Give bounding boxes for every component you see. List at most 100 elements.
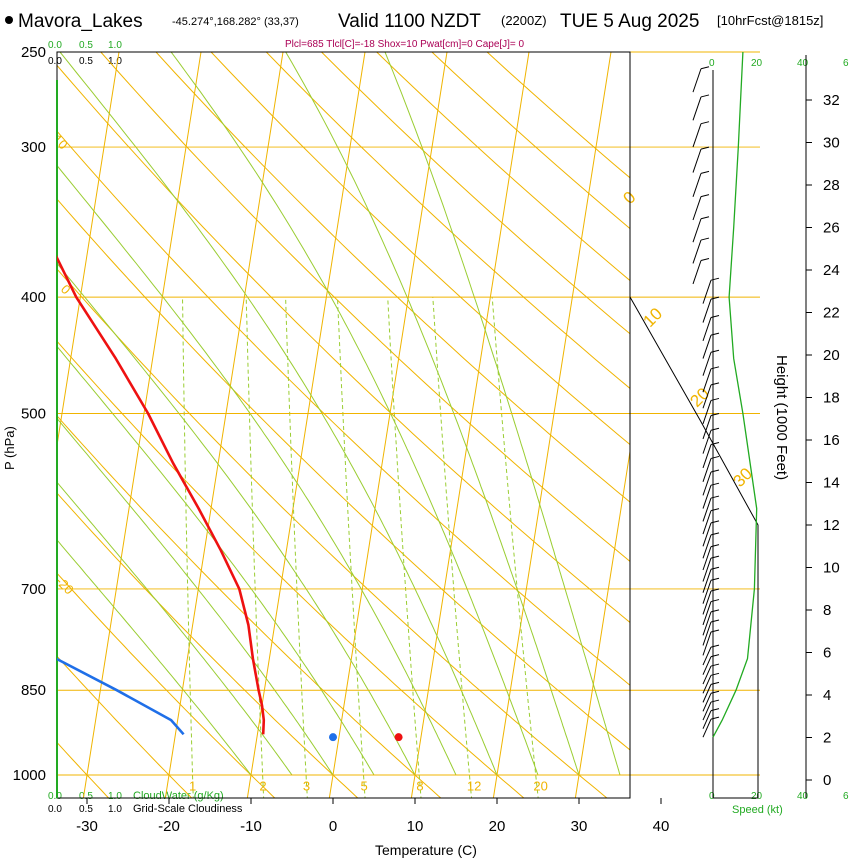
isotherm-20 [492, 52, 612, 798]
wind-barb [702, 566, 720, 593]
mixing-ratio-label-20: 20 [533, 778, 547, 793]
isotherm--30 [82, 52, 202, 798]
chart-ticks: -30 -20 -10 0 10 20 30 402503004005007008501000… [13, 44, 840, 835]
wind-barb-staff [702, 665, 712, 685]
wind-barb [702, 382, 720, 409]
wind-barb-flag [710, 520, 720, 524]
dry-adiabat-100 [265, 52, 630, 390]
y-tick-label-850: 850 [21, 682, 46, 699]
wind-barb-staff [702, 656, 712, 675]
sounding-params: Plcl=685 Tlcl[C]=-18 Shox=10 Pwat[cm]=0 … [285, 39, 525, 50]
moist-adiabat-5 [57, 345, 375, 776]
wind-barb-flag [710, 296, 720, 300]
wind-barb-staff [702, 590, 712, 615]
surface-dewpoint-marker [329, 733, 337, 742]
mixing-ratio-label-1: 1 [189, 778, 196, 793]
wind-barb-staff [702, 701, 712, 721]
series-temperature [57, 254, 266, 735]
surface-temperature-marker [394, 733, 403, 742]
y-tick-label-700: 700 [21, 581, 46, 598]
x-tick-label--10: -10 [240, 818, 262, 835]
wind-barb-flag [700, 237, 710, 241]
wind-barb-staff [702, 400, 712, 424]
wind-barb-flag [700, 66, 710, 70]
wind-barb [702, 716, 720, 738]
wind-barb-staff [702, 557, 712, 582]
speed-tick-bot-6: 6 [843, 791, 849, 802]
isotherm--10 [246, 52, 366, 798]
wind-barb [692, 94, 710, 121]
top-cloudiness-0: 0.0 [48, 56, 62, 67]
isotherm-label--10: -10 [28, 422, 52, 446]
wind-barb [702, 629, 720, 656]
wind-barb-flag [700, 146, 710, 150]
moist-adiabat--10 [57, 539, 252, 776]
moist-adiabat-20 [59, 52, 498, 776]
speed-tick-bot-0: 0 [709, 791, 715, 802]
isotherm-40 [657, 52, 775, 800]
x-axis-title: Temperature (C) [375, 842, 477, 858]
wind-barb [702, 654, 720, 675]
mixing-ratio-label-2: 2 [259, 778, 266, 793]
wind-barb-staff [702, 352, 712, 376]
wind-barb-flag [710, 663, 720, 667]
x-tick-label--30: -30 [76, 818, 98, 835]
bottom-cloudwater-1: 1.0 [108, 791, 122, 802]
dry-adiabat-60 [57, 64, 630, 624]
wind-barb-flag [710, 644, 720, 648]
mixing-ratio-8 [387, 297, 422, 798]
dry-adiabat-0 [57, 492, 359, 798]
x-tick-label--20: -20 [158, 818, 180, 835]
wind-barb-staff [702, 718, 712, 738]
wind-barb-flag [710, 629, 720, 633]
terrain-outline [629, 296, 759, 798]
wind-barb-staff [702, 621, 712, 646]
height-tick-label-2: 2 [823, 730, 831, 747]
mixing-ratio-1 [182, 297, 194, 798]
wind-barb [702, 663, 720, 685]
speed-tick-top-20: 20 [751, 58, 763, 69]
wind-barb [702, 508, 720, 535]
x-tick-label-30: 30 [571, 818, 588, 835]
wind-panel [629, 51, 759, 799]
wind-barb-flag [710, 349, 720, 353]
wind-barb-flag [710, 366, 720, 370]
x-tick-label-40: 40 [653, 818, 670, 835]
wind-barb-flag [700, 121, 710, 125]
wind-barb-flag [710, 566, 720, 570]
wind-barb [702, 708, 720, 729]
isotherm-10 [410, 52, 530, 798]
mixing-ratio-12 [432, 297, 473, 798]
moist-adiabat--5 [57, 481, 293, 776]
wind-barb-staff [702, 317, 712, 342]
wind-barb-staff [702, 334, 712, 359]
wind-barb-staff [702, 522, 712, 547]
top-cloudwater-1: 1.0 [108, 40, 122, 51]
moist-adiabat-15 [57, 164, 457, 776]
bottom-cloudiness-1: 1.0 [108, 804, 122, 815]
top-cloudiness-1: 1.0 [108, 56, 122, 67]
wind-barb [702, 495, 720, 522]
wind-barb-flag [710, 314, 720, 318]
wind-barb [702, 332, 720, 359]
wind-barb [702, 609, 720, 636]
wind-barb-staff [692, 218, 702, 243]
bottom-cloudwater-0: 0.0 [48, 791, 62, 802]
wind-barb-flag [710, 716, 720, 720]
dry-adiabat-80 [155, 52, 630, 503]
wind-barb-staff [702, 368, 712, 393]
wind-speed-profile [712, 51, 758, 738]
wind-barb [702, 577, 720, 604]
wind-barb-flag [700, 216, 710, 220]
wind-barb [702, 314, 720, 342]
mixing-ratio-label-12: 12 [467, 778, 481, 793]
wind-barb-flag [710, 619, 720, 623]
wind-barb-flag [710, 382, 720, 386]
height-tick-label-4: 4 [823, 687, 831, 704]
bottom-cloudwater-05: 0.5 [79, 791, 93, 802]
wind-barb-staff [692, 239, 702, 264]
wind-barb-staff [692, 96, 702, 121]
utc-time: (2200Z) [501, 13, 547, 28]
height-tick-label-8: 8 [823, 602, 831, 619]
